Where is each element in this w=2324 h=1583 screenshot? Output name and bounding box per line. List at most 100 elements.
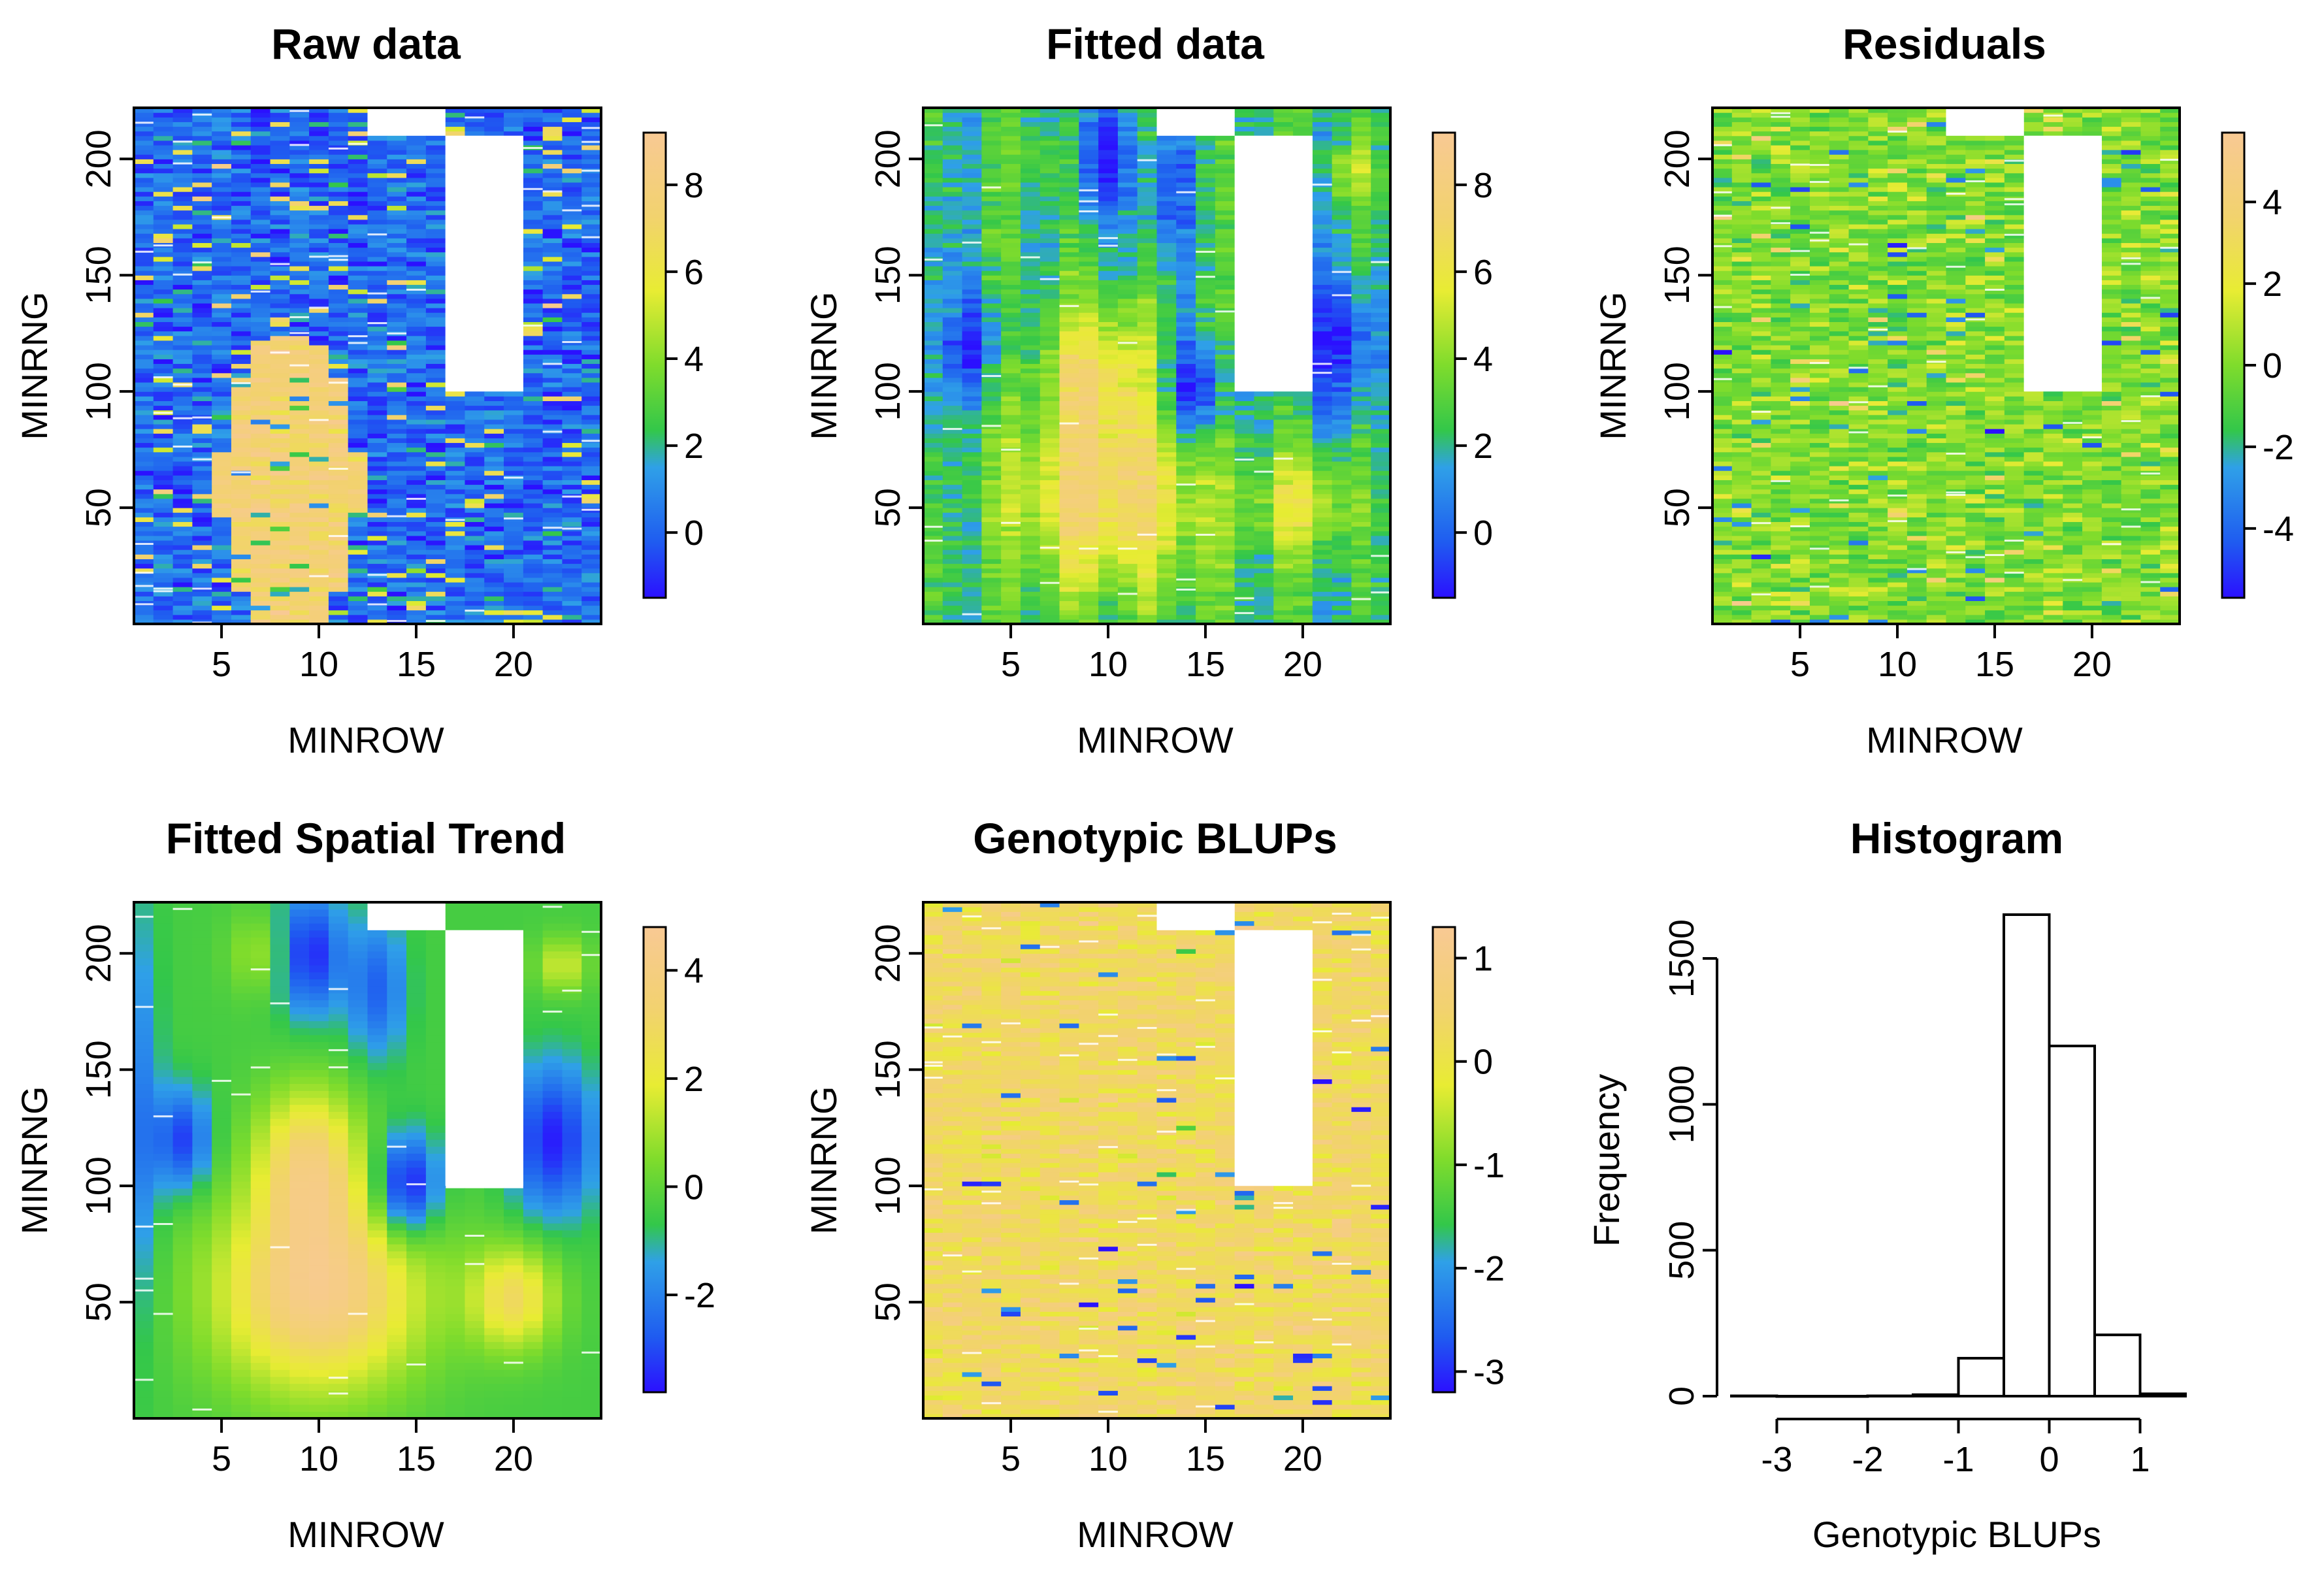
heatmap-cell (309, 521, 329, 527)
heatmap-cell (1021, 610, 1040, 615)
heatmap-cell (289, 220, 309, 225)
heatmap-cell (1196, 154, 1215, 159)
heatmap-cell (943, 182, 962, 188)
heatmap-cell (1118, 336, 1137, 341)
heatmap-cell (562, 140, 581, 146)
heatmap-cell (543, 117, 563, 122)
missing-plot-mark (289, 365, 309, 367)
heatmap-cell (562, 573, 581, 578)
heatmap-cell (1040, 531, 1060, 536)
heatmap-cell (1021, 591, 1040, 596)
heatmap-cell (426, 242, 446, 248)
heatmap-cell (1273, 452, 1293, 457)
heatmap-cell (309, 196, 329, 201)
heatmap-cell (981, 396, 1001, 401)
heatmap-cell (368, 340, 387, 346)
heatmap-cell (426, 521, 446, 527)
heatmap-cell (173, 178, 193, 183)
heatmap-cell (309, 466, 329, 471)
heatmap-cell (387, 233, 406, 238)
heatmap-cell (1157, 205, 1177, 210)
heatmap-cell (543, 266, 563, 271)
heatmap-cell (309, 536, 329, 541)
heatmap-cell (270, 419, 290, 425)
heatmap-cell (1176, 563, 1196, 568)
heatmap-cell (1157, 494, 1177, 499)
heatmap-cell (270, 257, 290, 262)
heatmap-cell (173, 312, 193, 318)
heatmap-cell (1273, 517, 1293, 522)
heatmap-cell (231, 559, 251, 564)
heatmap-cell (1254, 438, 1273, 443)
heatmap-cell (1273, 400, 1293, 406)
heatmap-cell (1215, 573, 1235, 578)
heatmap-cell (1060, 373, 1079, 378)
heatmap-cell (270, 159, 290, 164)
heatmap-cell (368, 159, 387, 164)
heatmap-cell (1060, 391, 1079, 397)
heatmap-cell (523, 150, 543, 155)
heatmap-cell (1021, 299, 1040, 304)
heatmap-cell (1293, 122, 1313, 127)
heatmap-cell (329, 489, 348, 495)
heatmap-cell (484, 610, 504, 615)
heatmap-cell (543, 270, 563, 276)
heatmap-cell (1196, 284, 1215, 289)
heatmap-cell (1313, 531, 1332, 536)
heatmap-cell (962, 280, 982, 285)
missing-plot-mark (368, 233, 387, 235)
heatmap-cell (1215, 531, 1235, 536)
heatmap-cell (1351, 303, 1371, 308)
heatmap-cell (581, 387, 601, 392)
missing-plot-mark (154, 376, 173, 378)
heatmap-cell (1001, 559, 1021, 564)
heatmap-cell (1157, 573, 1177, 578)
missing-plot-mark (368, 322, 387, 324)
heatmap-cell (1001, 145, 1021, 150)
heatmap-cell (1176, 442, 1196, 448)
heatmap-cell (1118, 196, 1137, 201)
heatmap-cell (1118, 112, 1137, 118)
heatmap-cell (1021, 545, 1040, 550)
heatmap-cell (231, 540, 251, 546)
heatmap-cell (1313, 229, 1332, 234)
heatmap-cell (1332, 242, 1352, 248)
heatmap-cell (134, 131, 154, 137)
heatmap-cell (562, 294, 581, 299)
heatmap-cell (329, 112, 348, 118)
heatmap-cell (1176, 136, 1196, 141)
xlabel-raw: MINROW (287, 719, 444, 760)
heatmap-cell (465, 536, 484, 541)
heatmap-cell (923, 303, 943, 308)
heatmap-cell (1235, 498, 1254, 504)
heatmap-cell (1157, 354, 1177, 359)
heatmap-cell (504, 419, 523, 425)
heatmap-cell (1001, 154, 1021, 159)
heatmap-cell (1118, 117, 1137, 122)
heatmap-cell (1371, 317, 1390, 322)
heatmap-cell (134, 410, 154, 416)
heatmap-cell (1196, 480, 1215, 485)
heatmap-cell (446, 587, 465, 592)
heatmap-cell (1060, 173, 1079, 178)
heatmap-cell (1196, 396, 1215, 401)
heatmap-cell (1060, 600, 1079, 606)
missing-plot-mark (1235, 597, 1254, 599)
heatmap-cell (134, 289, 154, 295)
heatmap-cell (1060, 131, 1079, 137)
heatmap-cell (1313, 527, 1332, 532)
heatmap-cell (1001, 573, 1021, 578)
heatmap-cell (387, 466, 406, 471)
heatmap-cell (154, 536, 173, 541)
heatmap-cell (1332, 549, 1352, 555)
heatmap-cell (562, 280, 581, 285)
heatmap-cell (581, 117, 601, 122)
heatmap-cell (484, 410, 504, 416)
heatmap-cell (562, 145, 581, 150)
heatmap-cell (1332, 317, 1352, 322)
heatmap-cell (1371, 461, 1390, 466)
heatmap-cell (173, 136, 193, 141)
heatmap-cell (1079, 321, 1098, 327)
heatmap-cell (212, 433, 231, 438)
heatmap-cell (1060, 489, 1079, 495)
